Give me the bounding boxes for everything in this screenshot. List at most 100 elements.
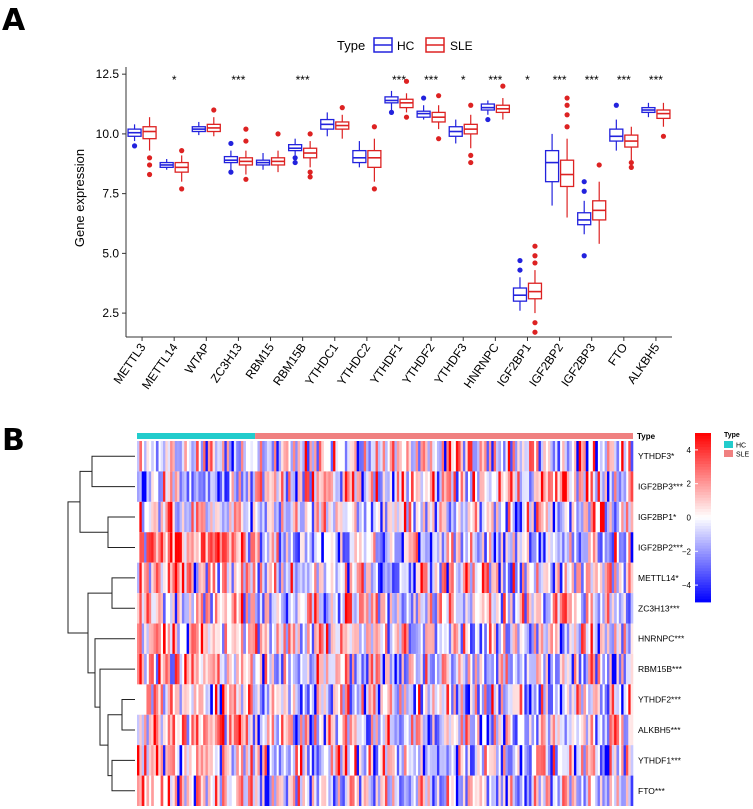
heatmap-cell [203,653,206,685]
heatmap-cell [299,684,303,715]
heatmap-cell [356,441,360,472]
legend-title: Type [337,38,365,53]
heatmap-cell [224,441,228,472]
heatmap-cell [595,562,598,594]
heatmap-cell [330,775,334,806]
heatmap-cell [488,714,492,746]
heatmap-cell [186,593,190,624]
heatmap-cell [628,471,631,502]
heatmap-cell [392,501,395,533]
heatmap-cell [602,653,605,685]
color-scale-legend: 420−2−4 [682,433,711,603]
heatmap-cell [333,745,336,776]
heatmap-cell [460,562,464,594]
heatmap-cell [321,714,324,746]
heatmap-cell [491,684,494,715]
heatmap-cell [538,775,542,806]
heatmap-cell [181,714,185,746]
heatmap-cell [562,745,565,776]
heatmap-cell [170,623,173,654]
heatmap-cell [229,441,232,472]
outlier-point [243,176,249,182]
heatmap-cell [604,775,608,806]
heatmap-cell [621,532,624,563]
heatmap-cell [385,745,388,776]
heatmap-cell [521,562,525,594]
heatmap-cell [250,441,254,472]
heatmap-cell [151,441,154,472]
heatmap-cell [566,714,570,746]
heatmap-cell [477,714,480,746]
heatmap-cell [368,623,372,654]
heatmap-cell [288,532,291,563]
panel-label-b: B [2,423,25,458]
heatmap-cell [354,562,357,594]
heatmap-cell [307,775,310,806]
heatmap-cell [330,471,334,502]
heatmap-cell [519,501,523,533]
heatmap-cell [625,501,629,533]
heatmap-cell [278,775,282,806]
heatmap-cell [377,714,381,746]
heatmap-cell [359,653,362,685]
color-scale-segment [695,596,711,600]
significance-label: * [172,73,177,87]
heatmap-cell [618,471,622,502]
outlier-point [532,320,538,326]
heatmap-cell [259,471,263,502]
heatmap-cell [205,501,209,533]
heatmap-cell [531,501,535,533]
significance-label: *** [585,73,599,87]
heatmap-cell [562,684,565,715]
heatmap-cell [569,441,572,472]
heatmap-cell [498,471,502,502]
heatmap-cell [609,745,613,776]
color-scale-segment [695,534,711,538]
heatmap-cell [333,471,336,502]
heatmap-cell [453,684,457,715]
heatmap-cell [512,501,516,533]
heatmap-cell [441,532,445,563]
heatmap-cell [354,501,357,533]
heatmap-cell [186,714,190,746]
heatmap-cell [373,745,376,776]
heatmap-cell [146,775,150,806]
heatmap-cell [252,471,256,502]
heatmap-cell [262,593,265,624]
heatmap-cell [382,441,386,472]
heatmap-cell [562,532,565,563]
heatmap-cell [578,441,582,472]
heatmap-cell [552,441,556,472]
heatmap-cell [540,501,544,533]
heatmap-cell [177,501,180,533]
heatmap-cell [394,653,398,685]
heatmap-cell [529,623,532,654]
heatmap-cell [271,441,275,472]
heatmap-cell [526,562,530,594]
heatmap-cell [245,501,249,533]
heatmap-cell [151,471,154,502]
heatmap-cell [415,562,419,594]
heatmap-cell [380,593,383,624]
heatmap-cell [512,532,516,563]
heatmap-cell [462,501,466,533]
heatmap-cell [524,714,528,746]
heatmap-cell [425,562,428,594]
heatmap-cell [477,532,480,563]
heatmap-cell [543,471,546,502]
heatmap-cell [212,441,216,472]
heatmap-cell [616,441,620,472]
heatmap-cell [283,562,287,594]
heatmap-cell [441,441,445,472]
heatmap-cell [479,775,483,806]
heatmap-cell [559,623,563,654]
heatmap-cell [581,623,584,654]
heatmap-cell [396,471,400,502]
heatmap-cell [609,684,613,715]
heatmap-cell [429,593,433,624]
heatmap-cell [526,653,530,685]
heatmap-cell [550,775,553,806]
heatmap-cell [439,714,442,746]
heatmap-cell [252,501,256,533]
heatmap-cell [323,501,327,533]
